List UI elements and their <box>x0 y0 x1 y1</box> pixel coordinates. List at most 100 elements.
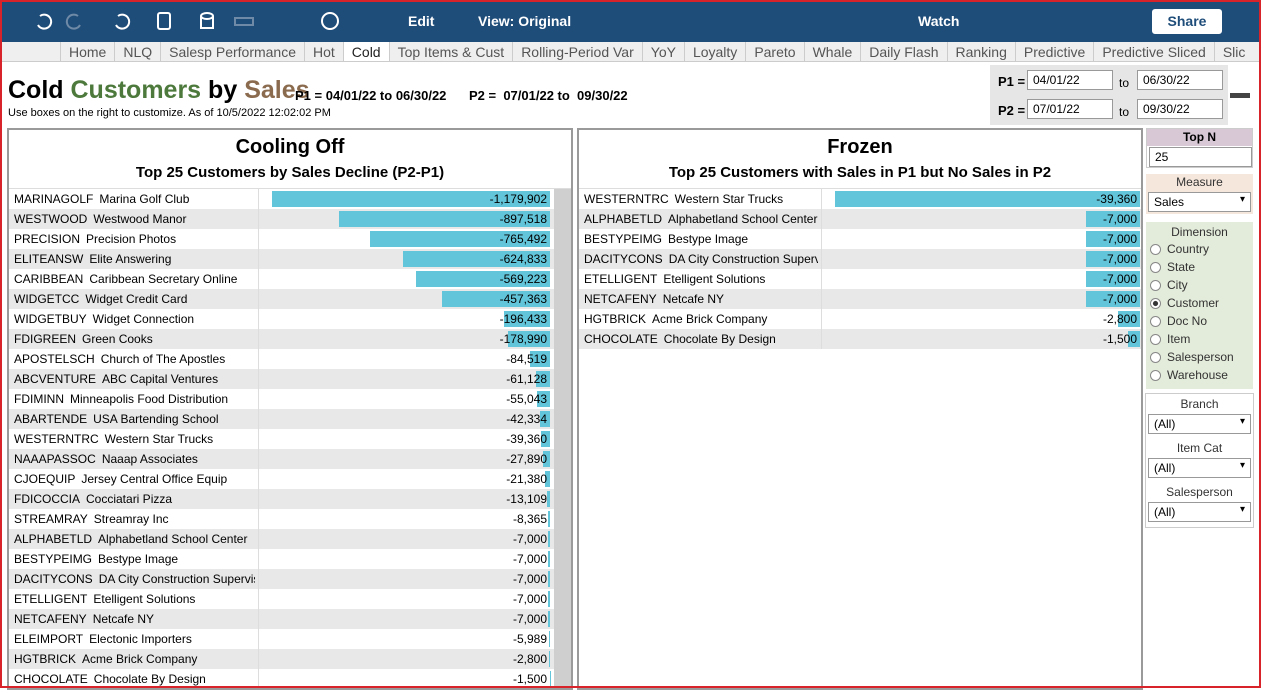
measure-dropdown[interactable]: Sales▾ <box>1148 192 1251 212</box>
customer-code: CHOCOLATE <box>584 332 658 346</box>
tab[interactable]: Cold <box>343 42 389 61</box>
radio-option[interactable]: Warehouse <box>1146 366 1253 384</box>
filter-dropdown[interactable]: (All)▾ <box>1148 414 1251 434</box>
radio[interactable] <box>1150 298 1161 309</box>
date-from[interactable]: 07/01/22 <box>1027 99 1113 119</box>
radio-option[interactable]: State <box>1146 258 1253 276</box>
tab[interactable]: Rolling-Period Var <box>512 42 642 61</box>
tab[interactable]: NLQ <box>114 42 160 61</box>
customer-code: WESTWOOD <box>14 212 87 226</box>
customer-name: Chocolate By Design <box>664 332 776 346</box>
tab[interactable]: Daily Flash <box>860 42 946 61</box>
option-label: Country <box>1167 242 1209 256</box>
radio-option[interactable]: Country <box>1146 240 1253 258</box>
column-divider <box>258 589 259 609</box>
bar <box>547 491 550 507</box>
top-n-input[interactable]: 25 <box>1149 147 1252 167</box>
radio[interactable] <box>1150 316 1161 327</box>
column-divider <box>258 489 259 509</box>
date-to[interactable]: 09/30/22 <box>1137 99 1223 119</box>
radio[interactable] <box>1150 352 1161 363</box>
tab[interactable]: Loyalty <box>684 42 745 61</box>
watch-button[interactable]: Watch <box>918 13 959 29</box>
customer-name: Western Star Trucks <box>105 432 213 446</box>
radio[interactable] <box>1150 262 1161 273</box>
customer-name: USA Bartending School <box>93 412 218 426</box>
title-part: by <box>208 76 237 104</box>
tab[interactable]: Hot <box>304 42 343 61</box>
view-button[interactable]: View: Original <box>478 13 571 29</box>
customer-name: Streamray Inc <box>94 512 169 526</box>
customer-name: Precision Photos <box>86 232 176 246</box>
card-header: Measure <box>1146 174 1253 191</box>
radio-option[interactable]: Doc No <box>1146 312 1253 330</box>
tab[interactable]: Predictive Sliced <box>1093 42 1214 61</box>
radio-option[interactable]: Item <box>1146 330 1253 348</box>
value-label: -1,500 <box>1103 329 1137 349</box>
radio-option[interactable]: City <box>1146 276 1253 294</box>
bar <box>549 651 550 667</box>
column-divider <box>258 529 259 549</box>
column-divider <box>258 549 259 569</box>
radio[interactable] <box>1150 370 1161 381</box>
tab[interactable]: Predictive <box>1015 42 1093 61</box>
date-from[interactable]: 04/01/22 <box>1027 70 1113 90</box>
radio[interactable] <box>1150 244 1161 255</box>
date-to[interactable]: 06/30/22 <box>1137 70 1223 90</box>
customer-name: Green Cooks <box>82 332 153 346</box>
card-header: Top N <box>1147 129 1252 146</box>
tab[interactable]: Pareto <box>745 42 803 61</box>
collapse-handle[interactable] <box>1230 93 1250 98</box>
column-divider <box>821 309 822 329</box>
toolbar-icons <box>30 8 390 34</box>
scrollbar[interactable] <box>552 189 573 688</box>
customer-code: CJOEQUIP <box>14 472 75 486</box>
radio[interactable] <box>1150 280 1161 291</box>
filter-dropdown[interactable]: (All)▾ <box>1148 458 1251 478</box>
bar <box>548 511 550 527</box>
card-header: Dimension <box>1146 222 1253 240</box>
share-button[interactable]: Share <box>1152 9 1222 34</box>
option-label: Customer <box>1167 296 1219 310</box>
bar <box>548 611 550 627</box>
tab[interactable]: Slic <box>1214 42 1254 61</box>
value-label: -7,000 <box>1103 229 1137 249</box>
tab[interactable]: Whale <box>804 42 861 61</box>
radio-option[interactable]: Salesperson <box>1146 348 1253 366</box>
tab[interactable]: Ranking <box>947 42 1015 61</box>
column-divider <box>258 269 259 289</box>
tab[interactable]: Top Items & Cust <box>389 42 513 61</box>
column-divider <box>258 209 259 229</box>
tab[interactable]: Home <box>60 42 114 61</box>
filter-dropdown[interactable]: (All)▾ <box>1148 502 1251 522</box>
edit-button[interactable]: Edit <box>408 13 434 29</box>
column-divider <box>258 249 259 269</box>
customer-name: Alphabetland School Center <box>668 212 817 226</box>
tab[interactable]: YoY <box>642 42 684 61</box>
column-divider <box>258 369 259 389</box>
column-divider <box>258 609 259 629</box>
customer-code: APOSTELSCH <box>14 352 95 366</box>
customer-code: CARIBBEAN <box>14 272 83 286</box>
radio[interactable] <box>1150 334 1161 345</box>
tab[interactable]: Salesp Performance <box>160 42 304 61</box>
radio-option[interactable]: Customer <box>1146 294 1253 312</box>
value-label: -42,334 <box>506 409 547 429</box>
